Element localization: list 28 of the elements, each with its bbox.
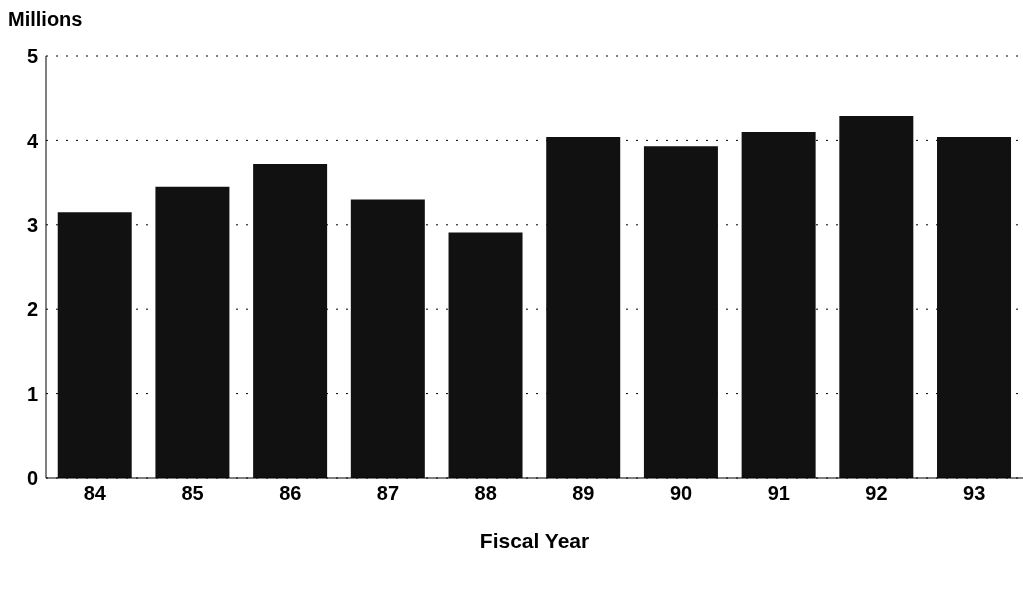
x-tick-label: 92 bbox=[865, 482, 888, 505]
x-tick-label: 87 bbox=[376, 482, 400, 505]
x-tick-label: 86 bbox=[279, 482, 302, 505]
bar bbox=[155, 186, 230, 478]
y-tick-label: 5 bbox=[26, 45, 38, 68]
x-tick-label: 88 bbox=[474, 482, 497, 505]
bar bbox=[937, 137, 1012, 478]
x-tick-label: 84 bbox=[83, 482, 107, 505]
bar bbox=[839, 115, 914, 478]
x-tick-label: 85 bbox=[181, 482, 204, 505]
y-tick-label: 4 bbox=[26, 129, 39, 152]
x-tick-label: 90 bbox=[669, 482, 693, 505]
bar bbox=[546, 137, 621, 478]
x-tick-label: 89 bbox=[572, 482, 595, 505]
y-tick-label: 1 bbox=[26, 382, 38, 405]
bar bbox=[448, 232, 523, 478]
bar bbox=[350, 199, 425, 478]
y-tick-label: 3 bbox=[26, 213, 38, 236]
bar bbox=[643, 146, 718, 478]
y-tick-label: 2 bbox=[26, 298, 38, 321]
bar bbox=[253, 164, 328, 478]
x-axis-title: Fiscal Year bbox=[479, 529, 590, 552]
x-tick-label: 91 bbox=[767, 482, 790, 505]
y-tick-label: 0 bbox=[26, 467, 38, 490]
x-tick-label: 93 bbox=[963, 482, 986, 505]
y-axis-title: Millions bbox=[8, 8, 84, 32]
bar bbox=[741, 131, 816, 478]
bar bbox=[57, 212, 132, 478]
